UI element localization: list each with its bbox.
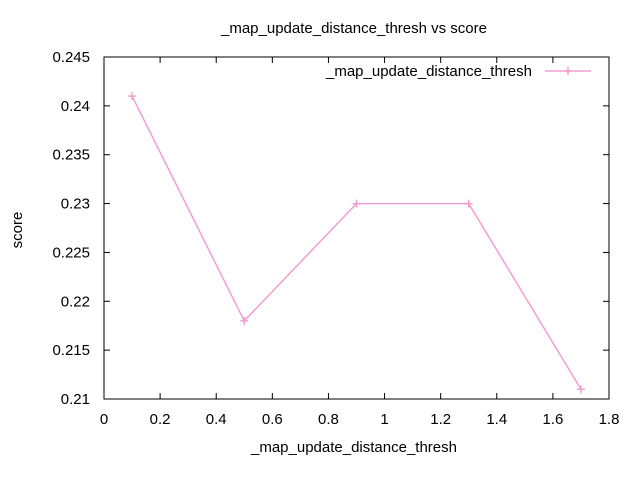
plot-frame	[103, 56, 610, 400]
plot-border	[103, 56, 610, 400]
x-tick-label: 1	[380, 411, 388, 428]
data-point-marker	[128, 92, 137, 101]
series-line	[131, 95, 582, 390]
y-tick-label: 0.23	[61, 196, 90, 213]
x-tick-label: 0.8	[318, 411, 339, 428]
x-tick-label: 0.6	[262, 411, 283, 428]
x-axis-ticks: 0 0.2 0.4 0.6 0.8 1 1.2 1.4 1.6 1.8	[100, 57, 620, 428]
data-point-marker	[240, 316, 249, 325]
y-tick-label: 0.225	[52, 244, 90, 261]
legend-marker	[564, 67, 572, 75]
data-point-marker	[576, 385, 585, 394]
x-tick-label: 1.6	[542, 411, 563, 428]
x-tick-label: 0.2	[150, 411, 171, 428]
x-tick-label: 0	[100, 411, 108, 428]
chart-title: _map_update_distance_thresh vs score	[220, 20, 487, 37]
data-point-marker	[464, 199, 473, 208]
x-tick-label: 1.4	[486, 411, 507, 428]
y-axis-label: score	[9, 212, 26, 249]
y-tick-label: 0.245	[52, 49, 90, 66]
y-tick-label: 0.22	[61, 293, 90, 310]
y-tick-label: 0.24	[61, 98, 90, 115]
legend-label: _map_update_distance_thresh	[325, 63, 532, 80]
data-point-marker	[352, 199, 361, 208]
series-layer	[128, 92, 585, 394]
y-tick-label: 0.21	[61, 391, 90, 408]
y-axis-ticks: 0.21 0.215 0.22 0.225 0.23 0.235 0.24 0.245	[52, 49, 609, 408]
legend: _map_update_distance_thresh	[325, 63, 591, 80]
x-tick-label: 1.8	[599, 411, 620, 428]
y-tick-label: 0.235	[52, 147, 90, 164]
y-tick-label: 0.215	[52, 342, 90, 359]
x-axis-label: _map_update_distance_thresh	[250, 439, 457, 456]
x-tick-label: 0.4	[206, 411, 227, 428]
x-tick-label: 1.2	[430, 411, 451, 428]
